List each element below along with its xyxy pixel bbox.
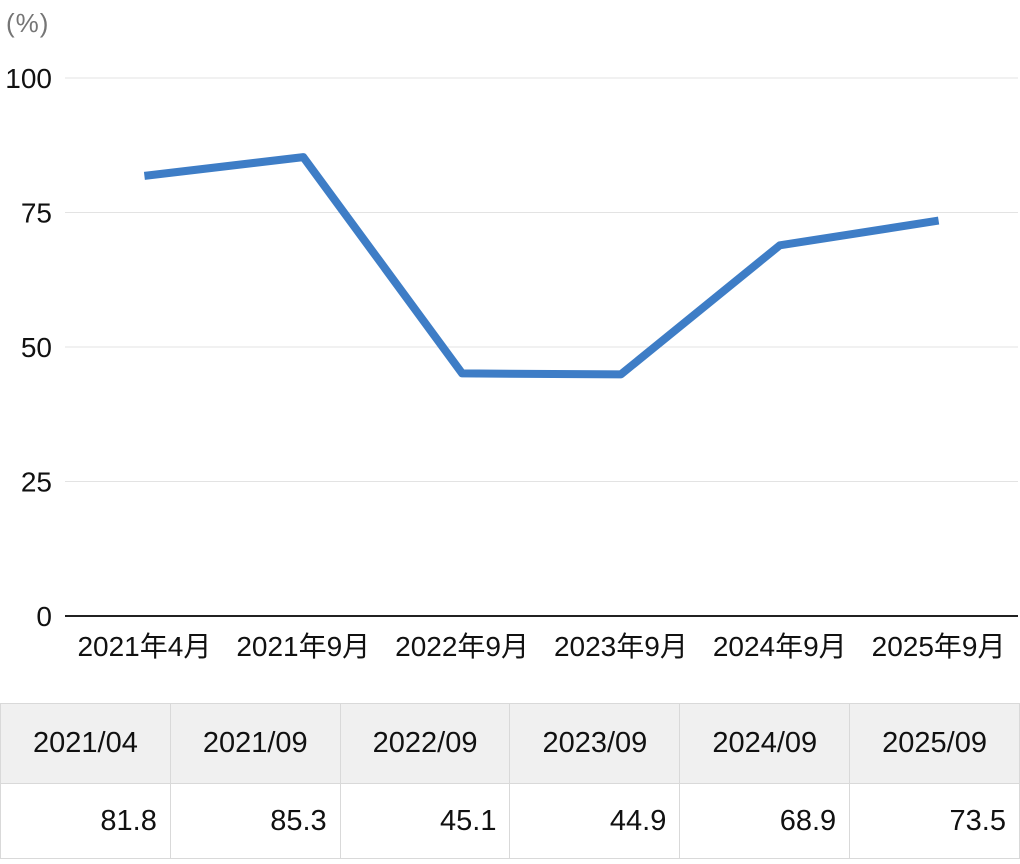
line-chart-canvas: 0 25 50 75 100 2021年4月 2021年9月 2022年9月 2023年9月 20… [5,63,1018,662]
x-tick-label: 2022年9月 [395,631,529,662]
line-chart: 0 25 50 75 100 2021年4月 2021年9月 2022年9月 2023年9月 20… [5,63,1018,662]
table-header-cell: 2022/09 [340,704,511,784]
table-value-cell: 44.9 [510,784,681,859]
y-tick-label: 100 [5,63,52,94]
table-value-cell: 85.3 [170,784,341,859]
x-tick-label: 2023年9月 [554,631,688,662]
y-tick-label: 0 [36,601,52,632]
y-tick-label: 75 [21,198,52,229]
table-header-cell: 2025/09 [850,704,1020,784]
table-header-cell: 2024/09 [680,704,851,784]
table-value-cell: 81.8 [1,784,171,859]
table-header-cell: 2023/09 [510,704,681,784]
y-tick-label: 25 [21,467,52,498]
x-tick-label: 2021年9月 [236,631,370,662]
x-tick-label: 2024年9月 [713,631,847,662]
table-value-cell: 45.1 [340,784,511,859]
x-tick-label: 2025年9月 [872,631,1006,662]
table-header-cell: 2021/04 [1,704,171,784]
data-series-line [143,153,940,379]
y-axis-unit-label: (%) [6,8,50,38]
data-table: 2021/04 2021/09 2022/09 2023/09 2024/09 2025/… [0,703,1020,859]
x-tick-label: 2021年4月 [77,631,211,662]
y-tick-label: 50 [21,332,52,363]
table-value-cell: 73.5 [850,784,1020,859]
table-header-cell: 2021/09 [170,704,341,784]
table-value-cell: 68.9 [680,784,851,859]
